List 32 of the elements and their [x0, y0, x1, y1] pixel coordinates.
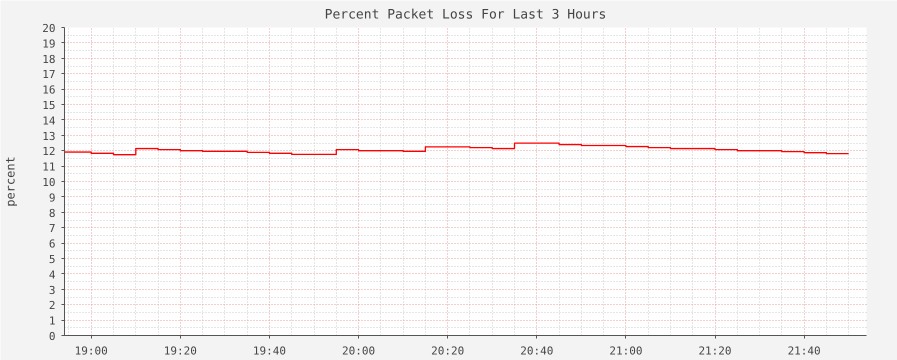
y-tick-label: 10: [42, 176, 56, 189]
y-tick-label: 6: [48, 238, 56, 251]
x-tick-label: 21:40: [788, 344, 821, 358]
x-tick-label: 19:00: [74, 344, 108, 358]
y-tick-label: 15: [42, 99, 56, 112]
y-tick-label: 11: [42, 160, 56, 174]
y-tick-label: 19: [42, 37, 56, 50]
y-tick-label: 17: [42, 68, 56, 82]
x-tick-label: 21:00: [609, 344, 642, 358]
y-tick-label: 13: [42, 130, 56, 143]
x-tick-label: 20:20: [431, 344, 464, 358]
y-tick-label: 0: [48, 330, 56, 343]
chart-title: Percent Packet Loss For Last 3 Hours: [324, 8, 606, 22]
x-tick-label: 19:20: [164, 344, 197, 358]
y-tick-label: 14: [42, 114, 56, 128]
y-tick-label: 18: [42, 52, 56, 66]
y-tick-label: 4: [48, 268, 56, 282]
y-axis-title: percent: [3, 156, 18, 207]
x-tick-label: 20:00: [342, 344, 376, 358]
y-tick-label: 8: [48, 206, 56, 220]
y-tick-label: 12: [42, 145, 56, 158]
x-tick-label: 21:20: [698, 344, 732, 358]
y-tick-label: 5: [48, 253, 56, 266]
y-tick-label: 16: [42, 84, 56, 97]
x-tick-label: 19:40: [252, 344, 286, 358]
y-tick-label: 7: [48, 222, 56, 236]
x-tick-label: 20:40: [520, 344, 554, 358]
y-tick-label: 20: [42, 22, 56, 35]
y-tick-label: 2: [48, 299, 56, 312]
y-tick-label: 1: [48, 314, 56, 328]
y-tick-label: 9: [48, 191, 56, 204]
y-tick-label: 3: [48, 284, 56, 297]
